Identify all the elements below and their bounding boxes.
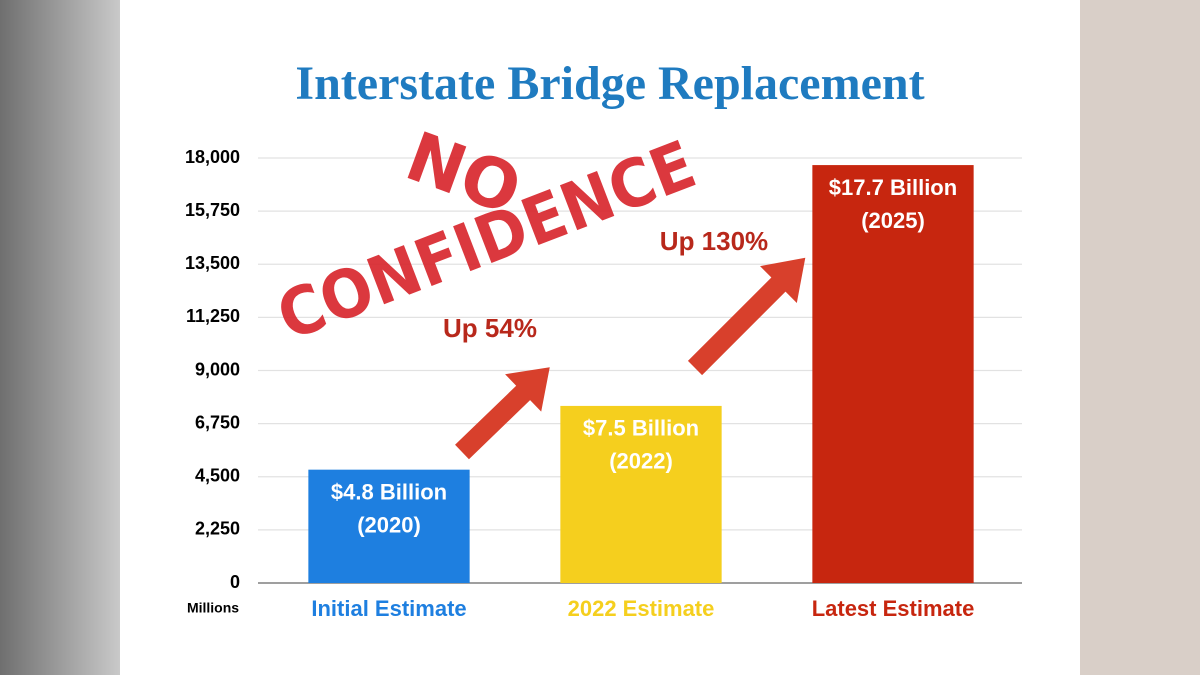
bar	[308, 469, 470, 583]
value-label: $4.8 Billion	[331, 479, 447, 504]
arrow	[455, 367, 550, 460]
y-tick-label: 2,250	[195, 519, 240, 539]
increase-label: Up 130%	[660, 226, 768, 256]
value-label: (2025)	[861, 208, 925, 233]
backdrop-right	[1080, 0, 1200, 675]
x-tick-label: Latest Estimate	[812, 596, 975, 621]
y-tick-label: 0	[230, 572, 240, 592]
arrows	[455, 257, 806, 460]
increase-label: Up 54%	[443, 313, 537, 343]
backdrop-left	[0, 0, 120, 675]
y-tick-label: 4,500	[195, 466, 240, 486]
value-label: (2022)	[609, 449, 673, 474]
y-tick-label: 15,750	[185, 200, 240, 220]
arrow	[687, 257, 806, 376]
units-label: Millions	[187, 600, 239, 616]
x-tick-label: 2022 Estimate	[568, 596, 715, 621]
y-tick-label: 13,500	[185, 253, 240, 273]
y-tick-label: 18,000	[185, 147, 240, 167]
value-label: (2020)	[357, 512, 421, 537]
chart-title: Interstate Bridge Replacement	[295, 57, 924, 110]
x-tick-label: Initial Estimate	[311, 596, 466, 621]
plot: 0 2,250 4,500 6,750 9,000 11,250 13,500 15,750 1…	[185, 147, 1022, 621]
y-tick-label: 9,000	[195, 359, 240, 379]
value-label: $17.7 Billion	[829, 175, 957, 200]
bar	[560, 405, 722, 583]
y-tick-label: 11,250	[186, 306, 240, 326]
y-tick-label: 6,750	[195, 412, 240, 432]
bar	[812, 165, 974, 584]
value-label: $7.5 Billion	[583, 416, 699, 441]
